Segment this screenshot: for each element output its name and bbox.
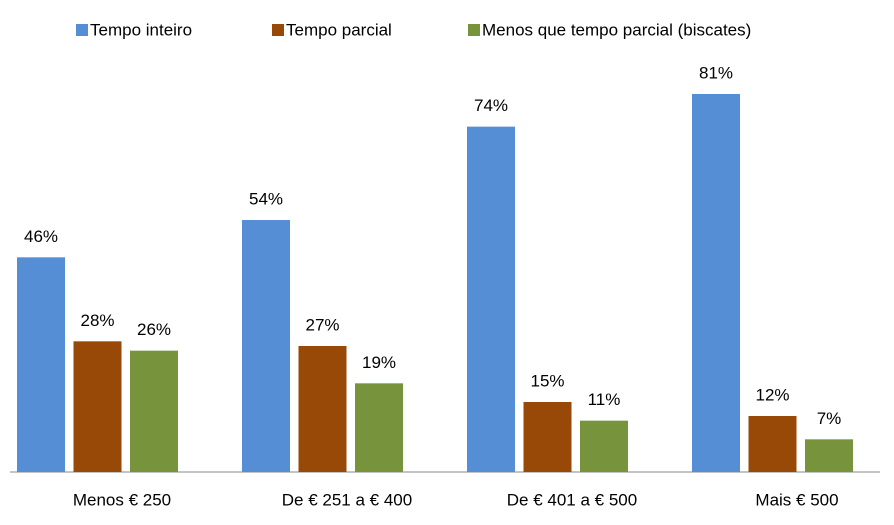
- legend-swatch: [272, 24, 284, 36]
- bar: [748, 415, 797, 472]
- value-label: 26%: [137, 320, 171, 339]
- x-tick-label: Menos € 250: [73, 490, 171, 509]
- legend-label: Tempo inteiro: [90, 20, 192, 39]
- legend-label: Tempo parcial: [286, 20, 392, 39]
- value-label: 74%: [474, 96, 508, 115]
- bar: [355, 383, 403, 472]
- value-label: 7%: [817, 409, 842, 428]
- bar: [580, 420, 628, 472]
- value-label: 28%: [80, 311, 114, 330]
- bar: [467, 126, 515, 472]
- value-label: 12%: [755, 385, 789, 404]
- legend-swatch: [468, 24, 480, 36]
- x-tick-label: De € 401 a € 500: [507, 490, 637, 509]
- value-label: 54%: [249, 189, 283, 208]
- value-label: 46%: [24, 227, 58, 246]
- legend-swatch: [76, 24, 88, 36]
- value-label: 27%: [305, 315, 339, 334]
- legend-label: Menos que tempo parcial (biscates): [482, 20, 751, 39]
- x-tick-label: Mais € 500: [755, 490, 838, 509]
- bar: [242, 219, 290, 472]
- value-label: 15%: [530, 371, 564, 390]
- bar: [692, 93, 740, 473]
- bar: [298, 345, 347, 472]
- value-label: 11%: [588, 390, 621, 409]
- bar: [805, 439, 853, 472]
- bar: [523, 401, 572, 472]
- bar: [73, 341, 122, 472]
- bar: [130, 350, 178, 472]
- bar: [17, 257, 65, 472]
- value-label: 19%: [362, 353, 396, 372]
- x-tick-label: De € 251 a € 400: [282, 490, 412, 509]
- value-label: 81%: [699, 63, 733, 82]
